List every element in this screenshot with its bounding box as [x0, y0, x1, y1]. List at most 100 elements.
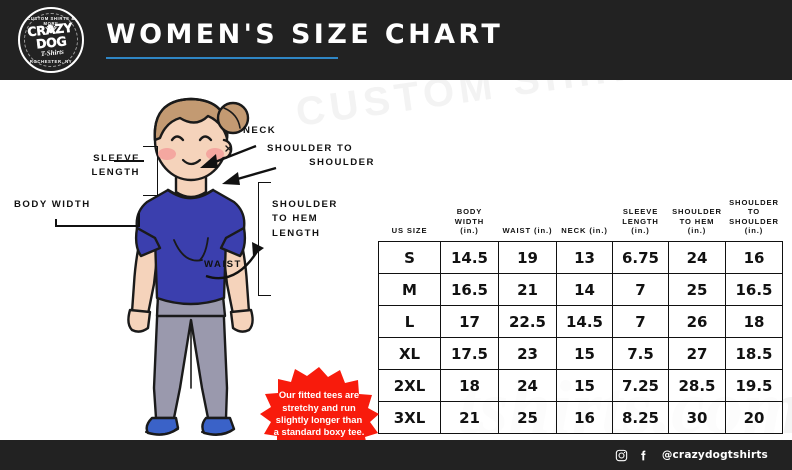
cell-shoulder-to-hem: 25	[668, 273, 726, 306]
cell-size: L	[378, 305, 441, 338]
cell-neck: 14.5	[556, 305, 613, 338]
th-waist: WAIST (in.)	[502, 225, 553, 235]
cell-waist: 24	[498, 369, 557, 402]
starburst-shape	[260, 367, 379, 461]
social-handle[interactable]: @crazydogtshirts	[661, 449, 768, 461]
cell-body-width: 21	[440, 401, 499, 434]
label-s2h-line3: LENGTH	[272, 227, 321, 239]
cell-neck: 13	[556, 241, 613, 274]
cell-shoulder-to-hem: 28.5	[668, 369, 726, 402]
cell-size: 2XL	[378, 369, 441, 402]
cell-shoulder-to-shoulder: 20	[725, 401, 783, 434]
cell-body-width: 17	[440, 305, 499, 338]
label-s2h-line1: SHOULDER	[272, 199, 338, 210]
th-shoulder-to-shoulder: SHOULDER TO SHOULDER (in.)	[729, 198, 779, 235]
label-s2s-line1: SHOULDER TO	[267, 143, 354, 154]
cell-shoulder-to-shoulder: 19.5	[725, 369, 783, 402]
cell-body-width: 18	[440, 369, 499, 402]
neck-arrow	[196, 142, 258, 172]
facebook-icon[interactable]	[637, 449, 650, 462]
waist-arrow	[196, 236, 272, 282]
cell-waist: 22.5	[498, 305, 557, 338]
cell-shoulder-to-shoulder: 18	[725, 305, 783, 338]
cell-sleeve-length: 7.25	[612, 369, 669, 402]
size-table-container: US SIZE BODY WIDTH (in.) WAIST (in.) NEC…	[378, 198, 783, 434]
label-body-width: BODY WIDTH	[14, 199, 91, 210]
size-table-body: S 14.5 19 13 6.75 24 16 M 16.5 21 14 7	[378, 241, 783, 434]
cell-shoulder-to-shoulder: 16.5	[725, 273, 783, 306]
header-row: US SIZE BODY WIDTH (in.) WAIST (in.) NEC…	[379, 198, 783, 242]
cell-shoulder-to-hem: 24	[668, 241, 726, 274]
cell-shoulder-to-hem: 26	[668, 305, 726, 338]
model-illustration	[96, 88, 286, 438]
page-footer: @crazydogtshirts	[0, 440, 792, 470]
body-width-leader	[57, 225, 139, 227]
table-row: XL 17.5 23 15 7.5 27 18.5	[378, 337, 783, 370]
label-shoulder-to-shoulder: SHOULDER TO SHOULDER	[267, 142, 375, 170]
page-title: WOMEN'S SIZE CHART	[106, 19, 504, 50]
body-width-tick-right	[138, 213, 140, 227]
cell-body-width: 16.5	[440, 273, 499, 306]
label-sleeve-length: SLEEVE LENGTH	[58, 152, 140, 179]
cell-sleeve-length: 6.75	[612, 241, 669, 274]
cell-neck: 16	[556, 401, 613, 434]
cell-sleeve-length: 8.25	[612, 401, 669, 434]
th-shoulder-to-hem: SHOULDER TO HEM (in.)	[672, 207, 722, 235]
sleeve-length-leader	[114, 160, 144, 162]
label-sleeve-length-line2: LENGTH	[91, 166, 140, 178]
th-body-width: BODY WIDTH (in.)	[454, 207, 485, 235]
body-width-tick-left	[55, 219, 57, 227]
cell-waist: 21	[498, 273, 557, 306]
fit-note-badge: Our fitted tees are stretchy and run sli…	[259, 367, 379, 461]
cell-size: 3XL	[378, 401, 441, 434]
cell-body-width: 14.5	[440, 241, 499, 274]
page-header: CUSTOM SHIRTS & MORE CRAZY DOG T-Shirts …	[0, 0, 792, 80]
header-title-block: WOMEN'S SIZE CHART	[106, 21, 503, 59]
title-accent-rule	[106, 57, 338, 59]
th-neck: NECK (in.)	[561, 225, 608, 235]
cell-shoulder-to-shoulder: 16	[725, 241, 783, 274]
label-waist: WAIST	[204, 259, 242, 270]
cell-neck: 14	[556, 273, 613, 306]
cell-size: M	[378, 273, 441, 306]
label-s2h-line2: TO HEM	[272, 213, 319, 225]
cell-neck: 15	[556, 337, 613, 370]
th-us-size: US SIZE	[391, 225, 428, 235]
cell-neck: 15	[556, 369, 613, 402]
cell-size: XL	[378, 337, 441, 370]
chart-body: SLEEVE LENGTH BODY WIDTH NECK SHOULDER T…	[0, 80, 792, 461]
shoulder-to-hem-bracket	[258, 182, 271, 296]
logo-arc-top-text: CUSTOM SHIRTS & MORE	[27, 16, 75, 26]
label-shoulder-to-hem: SHOULDER TO HEM LENGTH	[272, 198, 372, 241]
sleeve-length-bracket	[143, 146, 158, 196]
shoulder-to-shoulder-arrow	[216, 162, 278, 188]
cell-size: S	[378, 241, 441, 274]
cell-shoulder-to-hem: 27	[668, 337, 726, 370]
cell-sleeve-length: 7	[612, 305, 669, 338]
brand-logo: CUSTOM SHIRTS & MORE CRAZY DOG T-Shirts …	[18, 7, 84, 73]
label-neck: NECK	[243, 125, 277, 136]
size-table-head: US SIZE BODY WIDTH (in.) WAIST (in.) NEC…	[379, 198, 783, 242]
cell-waist: 19	[498, 241, 557, 274]
label-sleeve-length-line1: SLEEVE	[93, 153, 140, 164]
cell-waist: 25	[498, 401, 557, 434]
logo-inner-ring	[24, 13, 78, 67]
table-row: M 16.5 21 14 7 25 16.5	[378, 273, 783, 306]
cell-sleeve-length: 7	[612, 273, 669, 306]
size-table: US SIZE BODY WIDTH (in.) WAIST (in.) NEC…	[378, 198, 783, 434]
logo-rays-icon	[38, 24, 64, 34]
label-s2s-line2: SHOULDER	[309, 156, 375, 168]
table-row: 3XL 21 25 16 8.25 30 20	[378, 401, 783, 434]
table-row: 2XL 18 24 15 7.25 28.5 19.5	[378, 369, 783, 402]
cell-body-width: 17.5	[440, 337, 499, 370]
cell-shoulder-to-shoulder: 18.5	[725, 337, 783, 370]
cell-sleeve-length: 7.5	[612, 337, 669, 370]
logo-wordmark: CRAZY DOG T-Shirts	[18, 19, 83, 59]
cell-shoulder-to-hem: 30	[668, 401, 726, 434]
cell-waist: 23	[498, 337, 557, 370]
instagram-icon[interactable]	[615, 449, 628, 462]
th-sleeve-length: SLEEVE LENGTH (in.)	[622, 207, 659, 235]
logo-arc-bottom-text: ROCHESTER, NY	[29, 59, 73, 64]
table-row: L 17 22.5 14.5 7 26 18	[378, 305, 783, 338]
